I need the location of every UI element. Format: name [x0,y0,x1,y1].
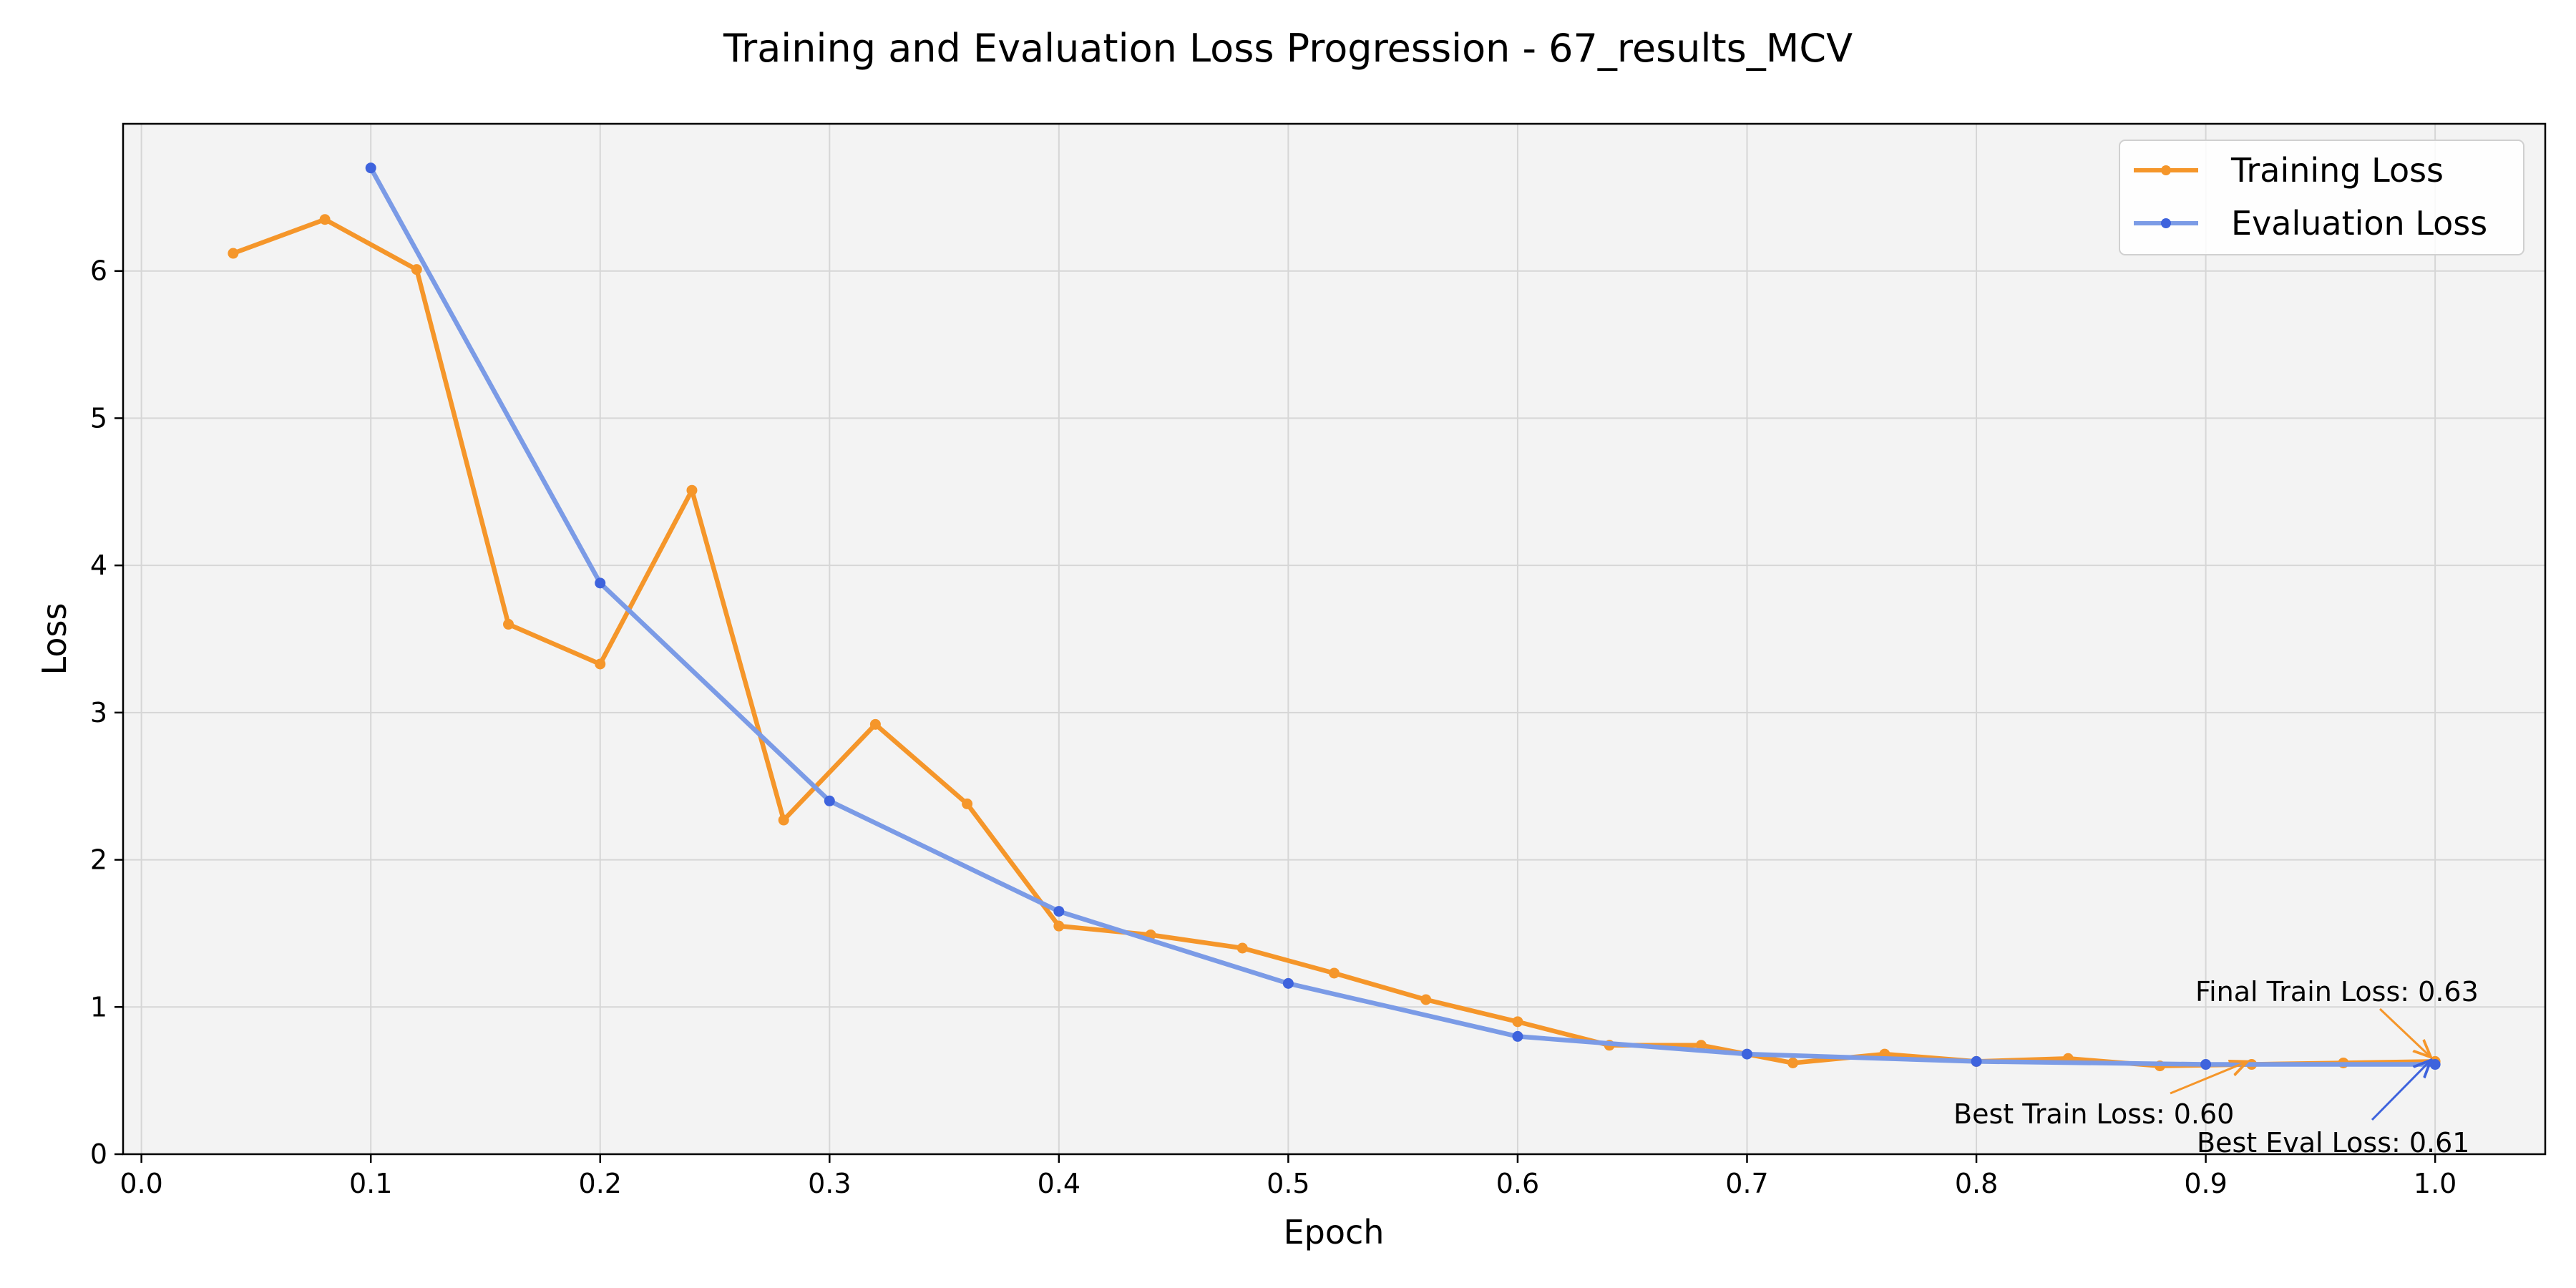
y-tick-label: 6 [90,255,107,287]
data-point-training-loss [595,658,606,670]
annotation-label: Best Train Loss: 0.60 [1953,1098,2234,1130]
annotation-label: Final Train Loss: 0.63 [2195,976,2479,1008]
annotation-arrow [2371,1060,2431,1121]
x-axis: 0.0 0.1 0.2 0.3 0.4 0.5 0.6 0.7 0.8 0.9 1.0 [119,1154,2457,1199]
y-tick-label: 5 [90,402,107,434]
x-tick-label: 0.3 [808,1168,851,1199]
annotation-arrow [2379,1008,2431,1057]
data-point-training-loss [1695,1040,1707,1051]
data-point-training-loss [962,798,973,809]
data-point-training-loss [869,718,881,730]
y-axis: 0 1 2 3 4 5 6 [90,255,123,1170]
series-line-evaluation-loss [368,165,2438,1067]
data-point-training-loss [686,484,698,496]
x-axis-title: Epoch [1284,1213,1385,1252]
data-point-training-loss [1329,967,1340,979]
legend-label-training-loss: Training Loss [2230,151,2444,190]
data-point-training-loss [1512,1016,1523,1028]
data-point-training-loss [503,618,514,630]
x-tick-label: 0.2 [579,1168,622,1199]
x-tick-label: 0.4 [1038,1168,1080,1199]
data-point-training-loss [411,264,422,275]
data-point-training-loss [778,814,789,826]
plot-area [123,124,2545,1154]
grid-lines [123,124,2545,1155]
y-axis-title: Loss [35,603,74,675]
data-point-training-loss [1053,920,1065,932]
series-layer [228,162,2441,1072]
plot-frame [122,122,2547,1156]
legend: Training Loss Evaluation Loss [2119,140,2524,255]
data-point-evaluation-loss [824,795,835,806]
x-tick-label: 0.7 [1725,1168,1768,1199]
data-point-evaluation-loss [365,162,376,174]
data-point-training-loss [228,248,239,259]
annotations: Final Train Loss: 0.63 Best Train Loss: 0… [1953,976,2479,1158]
legend-box [2119,140,2524,255]
data-point-evaluation-loss [1741,1048,1752,1060]
data-point-evaluation-loss [1282,977,1294,989]
legend-marker-evaluation-loss [2161,218,2171,228]
x-tick-label: 0.6 [1496,1168,1539,1199]
data-point-evaluation-loss [1971,1055,1982,1067]
data-point-evaluation-loss [595,577,606,589]
data-point-evaluation-loss [2200,1059,2212,1070]
x-tick-label: 1.0 [2414,1168,2457,1199]
y-tick-label: 1 [90,991,107,1023]
legend-marker-training-loss [2161,165,2171,175]
data-point-training-loss [319,214,331,225]
y-tick-label: 2 [90,844,107,876]
data-point-evaluation-loss [1512,1030,1523,1042]
x-tick-label: 0.5 [1267,1168,1309,1199]
annotation-label: Best Eval Loss: 0.61 [2197,1127,2469,1158]
x-tick-label: 0.8 [1955,1168,1998,1199]
x-tick-label: 0.1 [349,1168,392,1199]
data-point-training-loss [1420,994,1432,1005]
y-tick-label: 4 [90,550,107,581]
y-tick-label: 0 [90,1138,107,1170]
y-tick-label: 3 [90,697,107,728]
x-tick-label: 0.9 [2184,1168,2227,1199]
annotation-arrow [2170,1062,2248,1095]
legend-label-evaluation-loss: Evaluation Loss [2231,204,2487,243]
data-point-evaluation-loss [1053,906,1065,917]
x-tick-label: 0.0 [119,1168,162,1199]
data-point-training-loss [1787,1057,1799,1068]
data-point-training-loss [1236,942,1248,954]
chart-title: Training and Evaluation Loss Progression… [723,26,1853,71]
